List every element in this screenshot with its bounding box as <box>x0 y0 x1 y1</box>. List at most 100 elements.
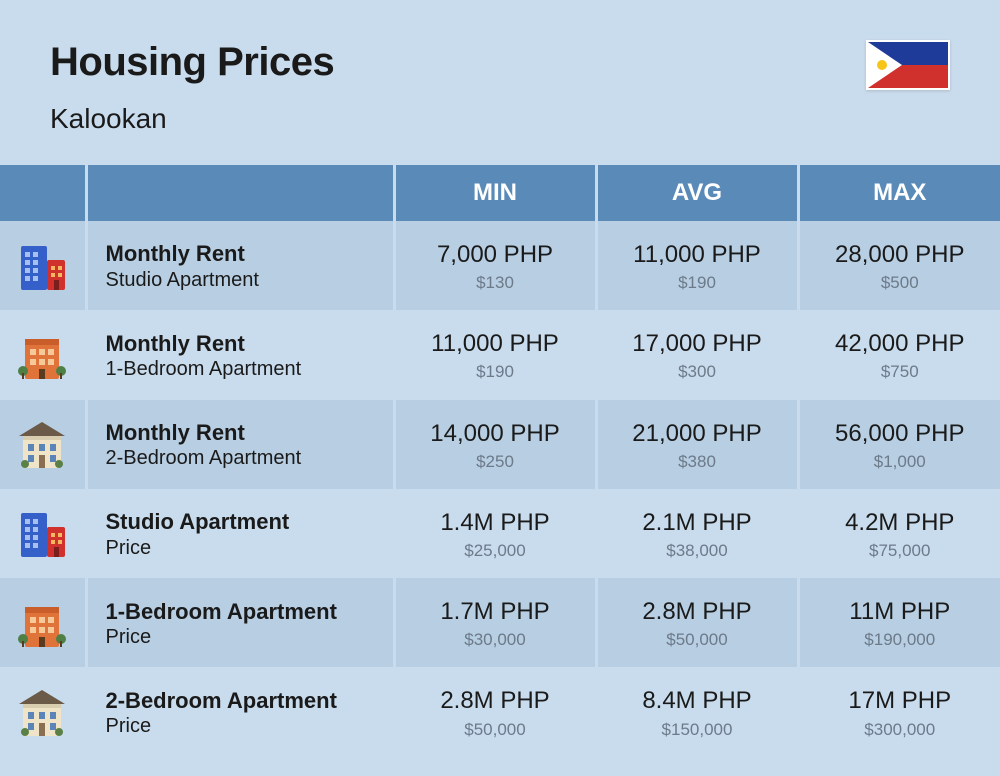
row-label-title: 1-Bedroom Apartment <box>106 598 385 626</box>
row-max-usd: $300,000 <box>808 719 993 741</box>
row-icon-cell <box>0 400 86 489</box>
row-min-php: 1.7M PHP <box>404 596 587 627</box>
row-min-cell: 2.8M PHP $50,000 <box>394 667 596 756</box>
row-label-title: Monthly Rent <box>106 419 385 447</box>
row-max-usd: $750 <box>808 361 993 383</box>
row-min-cell: 7,000 PHP$130 <box>394 221 596 310</box>
row-icon-cell <box>0 310 86 399</box>
col-label-header <box>86 165 394 221</box>
table-row: Monthly Rent2-Bedroom Apartment14,000 PH… <box>0 400 1000 489</box>
row-max-php: 17M PHP <box>808 685 993 716</box>
row-label-cell: Monthly Rent2-Bedroom Apartment <box>86 400 394 489</box>
row-max-cell: 56,000 PHP$1,000 <box>798 400 1000 489</box>
row-label-title: Studio Apartment <box>106 508 385 536</box>
row-min-cell: 11,000 PHP$190 <box>394 310 596 399</box>
row-label-title: 2-Bedroom Apartment <box>106 687 385 715</box>
row-label-cell: 1-Bedroom ApartmentPrice <box>86 578 394 667</box>
row-label-title: Monthly Rent <box>106 330 385 358</box>
row-avg-usd: $38,000 <box>606 540 789 562</box>
row-avg-cell: 8.4M PHP $150,000 <box>596 667 798 756</box>
philippines-flag-icon <box>866 40 950 90</box>
table-row: Monthly Rent1-Bedroom Apartment11,000 PH… <box>0 310 1000 399</box>
house-icon <box>15 418 69 472</box>
brick-building-icon <box>15 329 69 383</box>
row-min-usd: $25,000 <box>404 540 587 562</box>
row-min-usd: $30,000 <box>404 629 587 651</box>
row-avg-cell: 21,000 PHP$380 <box>596 400 798 489</box>
row-min-php: 7,000 PHP <box>404 239 587 270</box>
row-label-cell: Monthly Rent1-Bedroom Apartment <box>86 310 394 399</box>
row-avg-php: 2.1M PHP <box>606 507 789 538</box>
title-block: Housing Prices Kalookan <box>50 40 334 135</box>
row-max-php: 56,000 PHP <box>808 418 993 449</box>
row-max-cell: 4.2M PHP$75,000 <box>798 489 1000 578</box>
col-min-header: MIN <box>394 165 596 221</box>
brick-building-icon <box>15 597 69 651</box>
table-row: 2-Bedroom ApartmentPrice 2.8M PHP $50,000 8… <box>0 667 1000 756</box>
table-header-row: MIN AVG MAX <box>0 165 1000 221</box>
row-label-sub: Price <box>106 536 385 561</box>
table-row: Monthly RentStudio Apartment7,000 PHP$13… <box>0 221 1000 310</box>
col-max-header: MAX <box>798 165 1000 221</box>
row-avg-php: 21,000 PHP <box>606 418 789 449</box>
row-label-sub: Studio Apartment <box>106 268 385 293</box>
row-avg-usd: $300 <box>606 361 789 383</box>
row-avg-cell: 17,000 PHP$300 <box>596 310 798 399</box>
row-label-cell: Studio ApartmentPrice <box>86 489 394 578</box>
row-max-usd: $500 <box>808 272 993 294</box>
col-avg-header: AVG <box>596 165 798 221</box>
row-max-php: 4.2M PHP <box>808 507 993 538</box>
row-label-sub: 2-Bedroom Apartment <box>106 446 385 471</box>
row-min-cell: 1.4M PHP$25,000 <box>394 489 596 578</box>
row-label-sub: Price <box>106 714 385 739</box>
row-label-sub: 1-Bedroom Apartment <box>106 357 385 382</box>
row-avg-cell: 2.1M PHP$38,000 <box>596 489 798 578</box>
row-min-usd: $250 <box>404 451 587 473</box>
row-min-usd: $130 <box>404 272 587 294</box>
housing-prices-table: MIN AVG MAX Monthly RentStudio Apartment… <box>0 165 1000 757</box>
row-label-cell: 2-Bedroom ApartmentPrice <box>86 667 394 756</box>
row-label-title: Monthly Rent <box>106 240 385 268</box>
row-min-cell: 1.7M PHP$30,000 <box>394 578 596 667</box>
row-min-cell: 14,000 PHP$250 <box>394 400 596 489</box>
row-max-cell: 28,000 PHP$500 <box>798 221 1000 310</box>
row-min-php: 1.4M PHP <box>404 507 587 538</box>
row-max-php: 42,000 PHP <box>808 328 993 359</box>
row-label-sub: Price <box>106 625 385 650</box>
row-avg-php: 17,000 PHP <box>606 328 789 359</box>
row-icon-cell <box>0 578 86 667</box>
row-avg-php: 8.4M PHP <box>606 685 789 716</box>
house-icon <box>15 686 69 740</box>
row-avg-usd: $380 <box>606 451 789 473</box>
row-min-usd: $190 <box>404 361 587 383</box>
row-min-php: 11,000 PHP <box>404 328 587 359</box>
table-row: Studio ApartmentPrice1.4M PHP$25,0002.1M… <box>0 489 1000 578</box>
row-min-usd: $50,000 <box>404 719 587 741</box>
row-avg-php: 11,000 PHP <box>606 239 789 270</box>
row-max-usd: $190,000 <box>808 629 993 651</box>
modern-building-icon <box>15 240 69 294</box>
row-max-usd: $75,000 <box>808 540 993 562</box>
row-avg-cell: 11,000 PHP$190 <box>596 221 798 310</box>
table-row: 1-Bedroom ApartmentPrice1.7M PHP$30,0002… <box>0 578 1000 667</box>
row-max-php: 28,000 PHP <box>808 239 993 270</box>
page-subtitle: Kalookan <box>50 103 334 135</box>
modern-building-icon <box>15 507 69 561</box>
row-icon-cell <box>0 489 86 578</box>
row-avg-usd: $150,000 <box>606 719 789 741</box>
row-avg-usd: $50,000 <box>606 629 789 651</box>
row-icon-cell <box>0 221 86 310</box>
row-max-php: 11M PHP <box>808 596 993 627</box>
row-max-cell: 17M PHP $300,000 <box>798 667 1000 756</box>
row-max-usd: $1,000 <box>808 451 993 473</box>
header: Housing Prices Kalookan <box>0 0 1000 165</box>
page-title: Housing Prices <box>50 40 334 85</box>
row-avg-php: 2.8M PHP <box>606 596 789 627</box>
row-max-cell: 11M PHP$190,000 <box>798 578 1000 667</box>
row-icon-cell <box>0 667 86 756</box>
row-avg-usd: $190 <box>606 272 789 294</box>
row-min-php: 2.8M PHP <box>404 685 587 716</box>
row-label-cell: Monthly RentStudio Apartment <box>86 221 394 310</box>
col-icon-header <box>0 165 86 221</box>
row-min-php: 14,000 PHP <box>404 418 587 449</box>
